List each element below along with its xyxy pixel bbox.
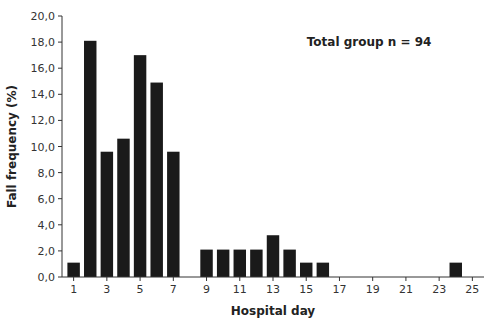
x-tick <box>239 277 240 281</box>
y-axis-label: Fall frequency (%) <box>5 85 19 208</box>
x-tick <box>273 277 274 281</box>
x-tick-label: 5 <box>137 283 144 296</box>
bar <box>167 152 179 277</box>
x-tick-label: 7 <box>170 283 177 296</box>
x-tick-label: 3 <box>103 283 110 296</box>
chart: 1357911131517192123250,02,04,06,08,010,0… <box>0 0 500 325</box>
x-tick-label: 21 <box>399 283 413 296</box>
axes: 1357911131517192123250,02,04,06,08,010,0… <box>31 10 485 296</box>
y-tick <box>58 224 62 225</box>
x-tick-label: 25 <box>465 283 479 296</box>
x-tick-label: 17 <box>332 283 346 296</box>
bar <box>234 250 246 277</box>
x-tick <box>206 277 207 281</box>
x-tick <box>339 277 340 281</box>
y-tick <box>58 146 62 147</box>
annotation: Total group n = 94 <box>307 35 432 49</box>
x-tick <box>173 277 174 281</box>
y-tick <box>58 94 62 95</box>
bar <box>84 41 96 277</box>
x-tick-label: 19 <box>366 283 380 296</box>
x-tick-label: 23 <box>432 283 446 296</box>
x-tick <box>372 277 373 281</box>
x-tick-label: 9 <box>203 283 210 296</box>
bar <box>200 250 212 277</box>
x-tick-label: 13 <box>266 283 280 296</box>
bar <box>317 263 329 277</box>
y-tick <box>58 68 62 69</box>
y-tick <box>58 198 62 199</box>
bar <box>117 139 129 277</box>
x-tick <box>140 277 141 281</box>
bar <box>67 263 79 277</box>
y-tick <box>58 250 62 251</box>
y-tick-label: 4,0 <box>38 219 56 232</box>
bars <box>67 41 462 277</box>
y-tick-label: 12,0 <box>31 114 56 127</box>
x-tick-label: 1 <box>70 283 77 296</box>
bar <box>450 263 462 277</box>
y-tick <box>58 42 62 43</box>
y-tick-label: 8,0 <box>38 167 56 180</box>
y-tick <box>58 16 62 17</box>
bar <box>150 83 162 277</box>
y-tick-label: 14,0 <box>31 88 56 101</box>
y-tick-label: 20,0 <box>31 10 56 23</box>
x-tick <box>73 277 74 281</box>
bar <box>267 235 279 277</box>
bar <box>101 152 113 277</box>
bar <box>217 250 229 277</box>
x-tick <box>106 277 107 281</box>
x-tick-label: 11 <box>233 283 247 296</box>
bar <box>134 55 146 277</box>
x-tick <box>306 277 307 281</box>
y-tick-label: 16,0 <box>31 62 56 75</box>
y-tick <box>58 277 62 278</box>
y-tick-label: 10,0 <box>31 141 56 154</box>
bar <box>300 263 312 277</box>
x-tick-label: 15 <box>299 283 313 296</box>
y-tick <box>58 172 62 173</box>
y-tick-label: 6,0 <box>38 193 56 206</box>
x-axis-label: Hospital day <box>231 304 316 318</box>
y-tick-label: 0,0 <box>38 271 56 284</box>
y-tick-label: 18,0 <box>31 36 56 49</box>
bar <box>250 250 262 277</box>
x-tick <box>472 277 473 281</box>
x-tick <box>439 277 440 281</box>
bar <box>283 250 295 277</box>
y-tick <box>58 120 62 121</box>
x-tick <box>405 277 406 281</box>
y-tick-label: 2,0 <box>38 245 56 258</box>
